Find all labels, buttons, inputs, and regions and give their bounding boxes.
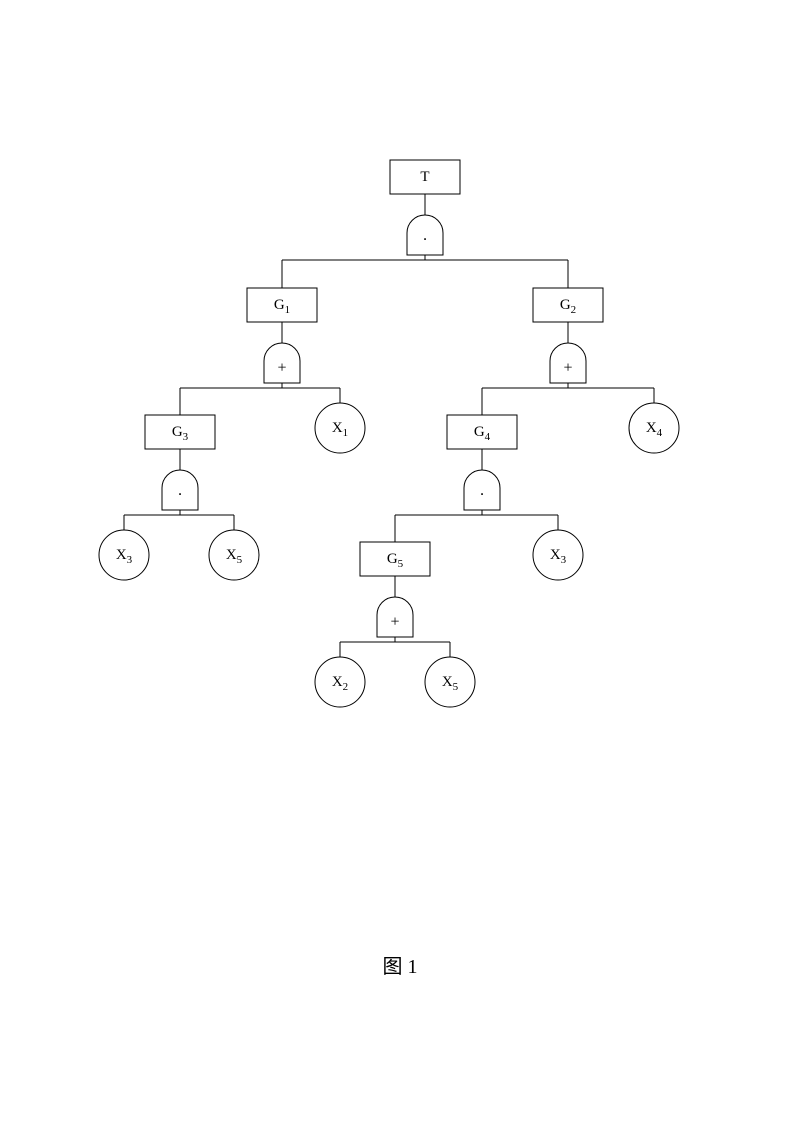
node-label-T: T — [420, 169, 429, 185]
node-label-G5: G5 — [387, 551, 404, 570]
gate-symbol-T: · — [422, 231, 427, 248]
gate-symbol-G4: · — [479, 486, 484, 503]
node-label-X5a: X5 — [226, 547, 243, 566]
gate-symbol-G3: · — [177, 486, 182, 503]
node-label-G4: G4 — [474, 424, 491, 443]
node-label-G2: G2 — [560, 297, 576, 316]
node-label-G1: G1 — [274, 297, 290, 316]
fault-tree-diagram: T · G1 G2 + G3 X1 · X3 X5 + G4 X4 · G5 X3 + X2 X5 — [0, 0, 800, 950]
gate-symbol-G2: + — [563, 359, 572, 376]
node-label-X4: X4 — [646, 420, 663, 439]
node-label-X3a: X3 — [116, 547, 133, 566]
node-label-X3b: X3 — [550, 547, 567, 566]
gate-symbol-G5: + — [390, 613, 399, 630]
figure-caption: 图 1 — [0, 950, 800, 979]
node-label-G3: G3 — [172, 424, 189, 443]
gate-symbol-G1: + — [277, 359, 286, 376]
node-label-X2: X2 — [332, 674, 348, 693]
node-label-X1: X1 — [332, 420, 348, 439]
node-label-X5b: X5 — [442, 674, 459, 693]
